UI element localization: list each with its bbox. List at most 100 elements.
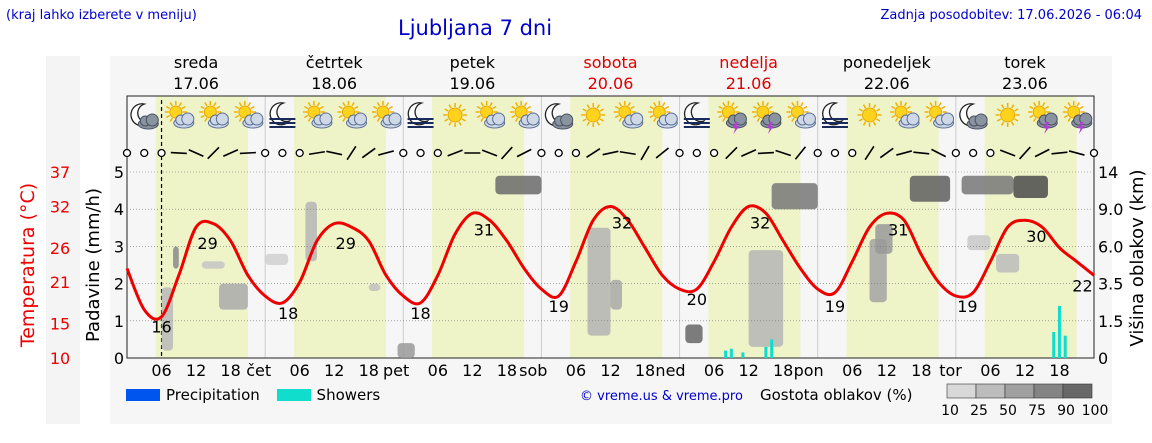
plot-frame [126,95,1095,359]
precipitation-legend-label: Precipitation [166,386,260,404]
temperature-label: 20 [687,290,707,309]
wind-marker [741,149,757,157]
cloud-density-cell [685,324,703,344]
temperature-label: 18 [278,304,298,323]
temperature-tick: 21 [50,273,70,292]
day-name: nedelja [719,53,778,72]
day-date: 22.06 [864,74,910,93]
day-name: torek [1004,53,1046,72]
x-tick-label: ned [655,361,685,380]
cloud-height-tick: 9.0 [1098,200,1123,219]
wind-marker [913,151,930,155]
wind-marker [675,148,684,158]
shower-bar [770,339,774,358]
wind-marker [140,148,149,158]
wind-marker [864,145,875,161]
sun-cloud-icon [613,101,644,129]
moon-cloud-icon [130,103,159,130]
precip-tick: 5 [114,163,124,182]
day-name: ponedeljek [843,53,932,72]
wind-marker [1051,151,1068,155]
density-tick: 75 [1028,403,1046,419]
x-tick-label: 18 [911,361,931,380]
cloud-density-cell [1013,175,1048,199]
temperature-axis-label: Temperatura (°C) [17,183,39,348]
temperature-tick: 37 [50,163,70,182]
cloud-density-cell [961,175,1014,195]
cloud-density-cell [610,279,623,310]
precip-axis-label: Padavine (mm/h) [83,188,104,342]
moon-fog-icon [269,102,296,128]
x-tick-label: 12 [1015,361,1035,380]
wind-marker [999,149,1016,157]
wind-marker [586,147,601,159]
sun-icon [995,103,1020,127]
temperature-label: 16 [151,318,171,337]
precip-tick: 0 [114,349,124,368]
moon-fog-icon [407,102,434,128]
x-tick-label: 12 [738,361,758,380]
sun-cloud-icon [164,101,195,129]
wind-marker [207,146,220,160]
wind-marker [308,150,325,156]
wind-marker [830,148,840,158]
wind-marker [295,148,304,158]
sun-cloud-icon [924,101,955,129]
credit-link[interactable]: © vreme.us & vreme.pro [580,389,743,404]
wind-marker [481,149,498,157]
wind-marker [848,148,857,158]
density-tick: 10 [941,403,959,419]
cloud-density-cell [587,227,611,336]
temperature-label: 18 [410,304,430,323]
x-tick-label: 06 [289,361,309,380]
temperature-label: 19 [825,297,845,316]
cloud-density-cell [875,224,893,254]
cloud-density-label: Gostota oblakov (%) [760,386,913,404]
wind-marker [619,150,636,156]
wind-marker [260,148,270,158]
density-scale-cell [975,383,1006,399]
sun-storm-icon [1028,101,1058,134]
wind-marker [813,148,822,158]
wind-marker [433,148,442,158]
x-tick-label: 06 [704,361,724,380]
cloud-density-cell [265,253,289,265]
sun-icon [857,103,882,127]
x-tick-label: sob [519,361,547,380]
wind-marker [447,149,463,157]
daylight-band [293,96,387,358]
day-name: četrtek [306,53,364,72]
temperature-tick: 32 [50,197,70,216]
wind-marker [122,148,132,158]
cloud-density-cell [397,343,415,358]
day-date: 18.06 [311,74,357,93]
wind-marker [655,147,670,159]
cloud-height-tick: 3.5 [1098,275,1123,294]
x-tick-label: 12 [600,361,620,380]
cloud-height-tick: 1.5 [1098,312,1123,331]
sun-cloud-icon [302,101,333,129]
x-tick-label: 06 [842,361,862,380]
day-date: 17.06 [173,74,219,93]
wind-marker [500,146,513,160]
page-title: Ljubljana 7 dni [398,16,553,40]
temperature-label: 30 [1026,227,1046,246]
x-tick-label: 18 [497,361,517,380]
wind-marker [278,148,287,158]
wind-marker [602,150,619,156]
wind-marker [571,148,581,158]
wind-marker [222,149,239,157]
cloud-density-cell [909,175,951,202]
cloud-density-cell [219,283,248,310]
shower-bar [724,350,728,358]
cloud-density-cell [173,246,179,269]
showers-legend-label: Showers [316,386,381,404]
precipitation-swatch [126,389,160,401]
wind-marker [692,148,701,158]
cloud-density-cell [201,261,225,269]
precip-tick: 3 [114,237,124,256]
shower-bar [729,348,733,358]
wind-marker [640,145,650,161]
wind-marker [896,150,912,156]
